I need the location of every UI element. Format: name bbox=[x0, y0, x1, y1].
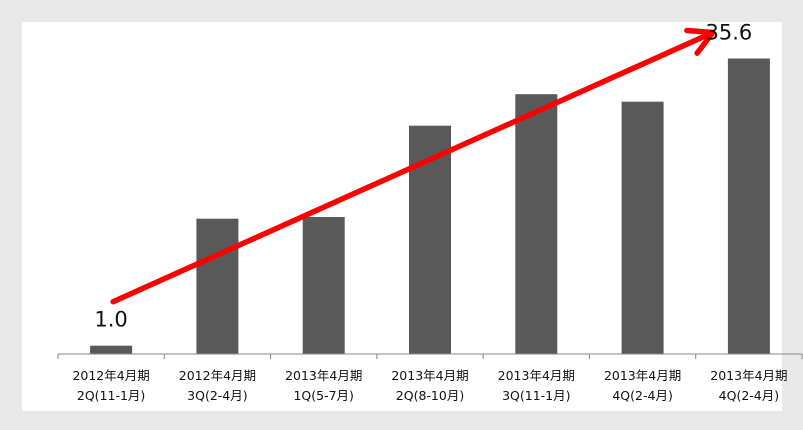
x-tick-label-line: 2012年4月期 bbox=[179, 368, 256, 383]
x-axis bbox=[57, 353, 803, 359]
x-tick-label-line: 4Q(2-4月) bbox=[612, 388, 672, 403]
plot-area bbox=[22, 22, 782, 411]
trend-arrow-head-1 bbox=[684, 27, 716, 36]
x-tick-label-line: 1Q(5-7月) bbox=[293, 388, 353, 403]
x-tick-label-line: 2013年4月期 bbox=[604, 368, 681, 383]
x-tick-label-line: 3Q(2-4月) bbox=[187, 388, 247, 403]
data-labels: 1.0 35.6 bbox=[94, 21, 752, 332]
x-tick-label-line: 2013年4月期 bbox=[710, 368, 787, 383]
x-tick-label-line: 2013年4月期 bbox=[285, 368, 362, 383]
bar-4 bbox=[515, 94, 558, 354]
x-tick-label-5: 2013年4月期 4Q(2-4月) bbox=[604, 368, 681, 403]
bar-6 bbox=[727, 58, 770, 354]
x-tick-label-line: 2012年4月期 bbox=[72, 368, 149, 383]
bars-group bbox=[90, 58, 770, 354]
bar-5 bbox=[621, 101, 664, 354]
x-tick-label-line: 2Q(11-1月) bbox=[77, 388, 145, 403]
x-tick-labels: 2012年4月期 2Q(11-1月) 2012年4月期 3Q(2-4月) 2013年4月… bbox=[72, 368, 787, 403]
x-tick-label-6: 2013年4月期 4Q(2-4月) bbox=[710, 368, 787, 403]
x-tick-label-0: 2012年4月期 2Q(11-1月) bbox=[72, 368, 149, 403]
x-tick-label-1: 2012年4月期 3Q(2-4月) bbox=[179, 368, 256, 403]
trend-arrow-head-0 bbox=[694, 29, 716, 56]
trend-arrow-group bbox=[110, 27, 716, 305]
x-tick-label-4: 2013年4月期 3Q(11-1月) bbox=[498, 368, 575, 403]
trend-arrow-line bbox=[110, 29, 716, 305]
bar-0 bbox=[90, 345, 133, 354]
x-tick-label-line: 3Q(11-1月) bbox=[502, 388, 570, 403]
x-tick-label-line: 2013年4月期 bbox=[498, 368, 575, 383]
data-label-6: 35.6 bbox=[706, 21, 753, 45]
x-tick-label-line: 2013年4月期 bbox=[391, 368, 468, 383]
x-tick-label-2: 2013年4月期 1Q(5-7月) bbox=[285, 368, 362, 403]
x-tick-label-3: 2013年4月期 2Q(8-10月) bbox=[391, 368, 468, 403]
data-label-0: 1.0 bbox=[94, 308, 127, 332]
bar-2 bbox=[302, 217, 345, 354]
bar-1 bbox=[196, 218, 239, 354]
x-tick-label-line: 4Q(2-4月) bbox=[719, 388, 779, 403]
x-tick-label-line: 2Q(8-10月) bbox=[396, 388, 464, 403]
